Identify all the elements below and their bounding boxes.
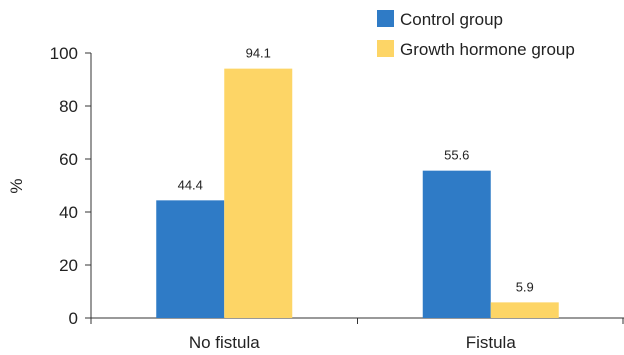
legend-swatch bbox=[377, 10, 394, 27]
bar bbox=[422, 170, 491, 318]
y-axis: 0 20 40 60 80 100 bbox=[50, 44, 92, 328]
legend-swatch bbox=[377, 40, 394, 57]
bar bbox=[490, 302, 559, 318]
data-label: 94.1 bbox=[246, 46, 271, 61]
bar bbox=[224, 68, 293, 318]
bars: 44.4 55.6 94.1 5.9 bbox=[156, 46, 559, 318]
x-category-label: No fistula bbox=[189, 333, 260, 352]
data-label: 5.9 bbox=[516, 279, 534, 294]
y-tick-label: 100 bbox=[50, 44, 78, 63]
y-tick-label: 80 bbox=[59, 97, 78, 116]
y-tick-label: 40 bbox=[59, 203, 78, 222]
legend-label: Control group bbox=[400, 10, 503, 29]
y-tick-label: 20 bbox=[59, 256, 78, 275]
legend-label: Growth hormone group bbox=[400, 40, 575, 59]
data-label: 44.4 bbox=[178, 177, 203, 192]
y-tick-label: 60 bbox=[59, 150, 78, 169]
data-label: 55.6 bbox=[444, 148, 469, 163]
bar bbox=[156, 200, 225, 318]
legend: Control group Growth hormone group bbox=[377, 10, 575, 59]
y-axis-title: % bbox=[7, 178, 26, 193]
x-category-label: Fistula bbox=[466, 333, 517, 352]
x-axis: No fistula Fistula bbox=[90, 317, 624, 352]
y-tick-label: 0 bbox=[69, 309, 78, 328]
